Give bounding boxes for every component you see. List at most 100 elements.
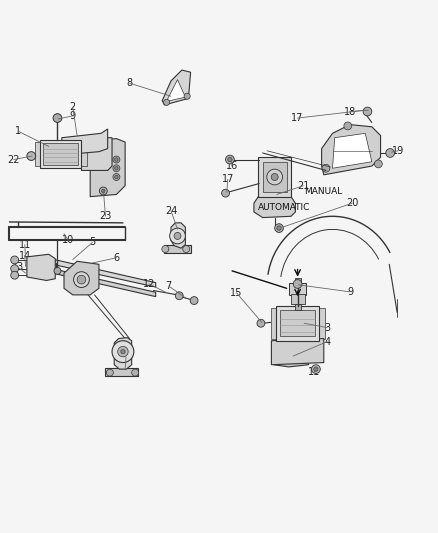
Circle shape — [118, 346, 128, 357]
Text: 17: 17 — [222, 174, 234, 184]
Text: 5: 5 — [89, 238, 95, 247]
Text: 6: 6 — [113, 253, 120, 263]
Text: MANUAL: MANUAL — [304, 187, 343, 196]
Circle shape — [53, 114, 62, 123]
Circle shape — [190, 297, 198, 304]
Circle shape — [222, 189, 230, 197]
Text: 9: 9 — [70, 111, 76, 121]
FancyBboxPatch shape — [271, 308, 276, 338]
Text: 11: 11 — [18, 240, 31, 249]
FancyBboxPatch shape — [164, 245, 191, 253]
Text: 1: 1 — [15, 126, 21, 136]
Polygon shape — [332, 133, 372, 168]
Polygon shape — [272, 338, 324, 365]
Circle shape — [322, 164, 330, 172]
FancyBboxPatch shape — [35, 142, 40, 166]
Circle shape — [77, 275, 86, 284]
Circle shape — [226, 155, 234, 164]
Text: 23: 23 — [99, 211, 112, 221]
Polygon shape — [274, 358, 308, 367]
Circle shape — [175, 292, 183, 300]
Circle shape — [113, 174, 120, 181]
Circle shape — [115, 158, 118, 161]
Text: 17: 17 — [291, 113, 304, 123]
Circle shape — [54, 268, 61, 274]
Circle shape — [11, 256, 18, 264]
Circle shape — [74, 272, 89, 287]
FancyBboxPatch shape — [276, 306, 319, 341]
Circle shape — [271, 174, 278, 181]
Circle shape — [267, 169, 283, 185]
FancyBboxPatch shape — [263, 161, 287, 192]
Circle shape — [11, 265, 18, 272]
Text: 14: 14 — [18, 251, 31, 261]
FancyBboxPatch shape — [81, 142, 87, 166]
Circle shape — [115, 175, 118, 179]
Circle shape — [112, 341, 134, 362]
FancyBboxPatch shape — [43, 143, 78, 165]
FancyBboxPatch shape — [40, 140, 81, 168]
Circle shape — [113, 156, 120, 163]
FancyBboxPatch shape — [319, 308, 325, 338]
Circle shape — [27, 152, 35, 160]
Circle shape — [184, 93, 190, 99]
Circle shape — [106, 369, 113, 376]
Text: 9: 9 — [347, 287, 353, 297]
Text: 16: 16 — [226, 161, 238, 171]
Text: 20: 20 — [346, 198, 358, 208]
Polygon shape — [29, 268, 155, 297]
Text: 2: 2 — [70, 102, 76, 112]
Polygon shape — [27, 254, 55, 280]
Polygon shape — [114, 338, 132, 369]
Text: 4: 4 — [324, 337, 330, 346]
Circle shape — [11, 271, 18, 279]
Circle shape — [99, 187, 107, 195]
Polygon shape — [162, 70, 191, 105]
Circle shape — [277, 226, 281, 230]
Circle shape — [163, 99, 170, 106]
Circle shape — [102, 189, 105, 193]
FancyBboxPatch shape — [289, 282, 306, 295]
Circle shape — [183, 246, 190, 253]
Circle shape — [228, 157, 232, 161]
Text: 13: 13 — [12, 262, 24, 272]
Text: 18: 18 — [344, 107, 356, 117]
Polygon shape — [62, 129, 108, 155]
Text: 3: 3 — [324, 322, 330, 333]
Circle shape — [363, 107, 372, 116]
Circle shape — [115, 166, 118, 170]
Polygon shape — [64, 261, 99, 295]
Text: 10: 10 — [62, 235, 74, 245]
Text: 11: 11 — [308, 367, 320, 377]
Circle shape — [170, 228, 185, 244]
Polygon shape — [81, 138, 112, 171]
Text: 21: 21 — [297, 181, 310, 191]
Circle shape — [344, 122, 352, 130]
Text: 8: 8 — [127, 78, 133, 88]
Text: 15: 15 — [230, 288, 243, 298]
Text: 7: 7 — [166, 281, 172, 291]
Circle shape — [293, 280, 302, 288]
Text: 24: 24 — [165, 206, 177, 216]
Circle shape — [113, 165, 120, 172]
Polygon shape — [29, 258, 155, 287]
FancyBboxPatch shape — [294, 304, 300, 310]
Circle shape — [374, 160, 382, 168]
Circle shape — [311, 365, 320, 374]
Circle shape — [275, 224, 283, 232]
Circle shape — [314, 367, 318, 372]
FancyBboxPatch shape — [258, 157, 291, 197]
Circle shape — [121, 350, 125, 354]
Text: 12: 12 — [143, 279, 155, 289]
FancyBboxPatch shape — [290, 294, 304, 304]
Circle shape — [132, 369, 139, 376]
Text: 24: 24 — [120, 352, 132, 362]
Polygon shape — [171, 223, 185, 248]
Text: 22: 22 — [7, 155, 20, 165]
Polygon shape — [166, 79, 185, 101]
Polygon shape — [254, 197, 295, 217]
Circle shape — [174, 232, 181, 239]
Circle shape — [386, 149, 395, 157]
Text: AUTOMATIC: AUTOMATIC — [258, 204, 311, 213]
Circle shape — [257, 319, 265, 327]
